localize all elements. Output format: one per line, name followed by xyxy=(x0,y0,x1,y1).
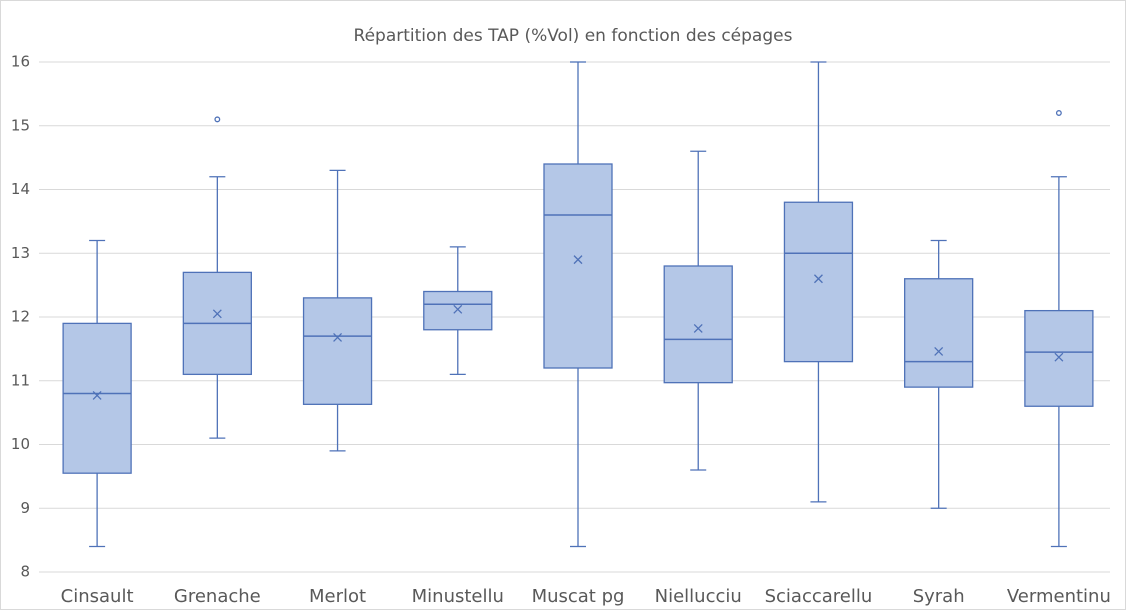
x-tick-label: Minustellu xyxy=(412,586,504,607)
mean-marker xyxy=(934,346,944,356)
y-tick-label: 12 xyxy=(11,308,30,326)
mean-marker xyxy=(573,255,583,265)
outlier xyxy=(1055,110,1062,116)
x-tick-label: Grenache xyxy=(174,586,261,607)
box xyxy=(543,163,613,369)
mean-marker xyxy=(693,324,703,333)
box xyxy=(904,278,974,388)
mean-marker xyxy=(1054,352,1064,362)
y-tick-label: 9 xyxy=(20,499,30,517)
y-tick-label: 11 xyxy=(11,371,30,389)
y-tick-label: 15 xyxy=(11,116,30,134)
x-tick-label: Cinsault xyxy=(61,586,134,607)
chart-title: Répartition des TAP (%Vol) en fonction d… xyxy=(354,26,793,46)
outlier xyxy=(214,116,221,123)
x-tick-label: Syrah xyxy=(913,586,965,607)
mean-marker xyxy=(453,304,463,314)
mean-marker xyxy=(813,274,823,284)
x-tick-label: Merlot xyxy=(309,586,366,607)
mean-marker xyxy=(92,390,102,400)
box xyxy=(663,265,733,384)
mean-marker xyxy=(333,332,343,342)
x-tick-label: Sciaccarellu xyxy=(765,586,873,607)
box xyxy=(302,297,373,405)
x-tick-label: Muscat pg xyxy=(532,586,625,607)
mean-marker xyxy=(212,309,222,319)
box xyxy=(1024,309,1094,407)
y-tick-label: 10 xyxy=(11,435,30,453)
y-tick-label: 8 xyxy=(20,563,30,581)
box xyxy=(783,201,854,363)
box xyxy=(62,322,132,474)
y-tick-label: 16 xyxy=(11,53,30,71)
box xyxy=(423,290,493,331)
x-tick-label: Vermentinu xyxy=(1007,586,1111,607)
x-tick-label: Niellucciu xyxy=(655,586,742,607)
y-tick-label: 14 xyxy=(11,180,30,198)
y-tick-label: 13 xyxy=(11,244,30,262)
